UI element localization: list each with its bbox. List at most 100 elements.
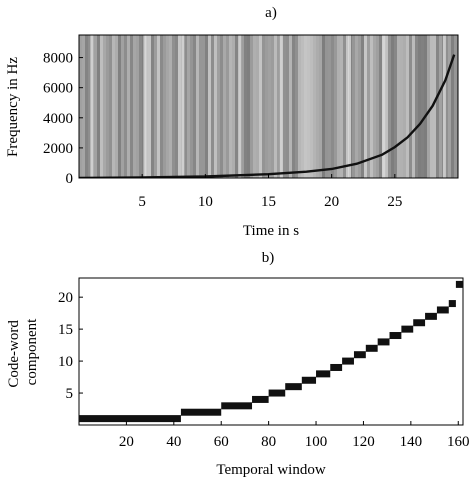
panel-a-xtick-label: 15 (261, 194, 276, 210)
spectrogram-bright-band (181, 35, 185, 178)
spectrogram-band (193, 35, 196, 178)
spectrogram-band (427, 35, 430, 178)
step-segment (389, 332, 402, 340)
step-segment (268, 389, 286, 397)
spectrogram-band (334, 35, 337, 178)
step-segment (221, 402, 253, 410)
step-segment (285, 383, 302, 391)
spectrogram-band (148, 35, 151, 178)
panel-b-ytick-label: 10 (58, 354, 73, 370)
spectrogram-band (229, 35, 232, 178)
step-segment (377, 338, 390, 346)
spectrogram-bright-band (143, 35, 147, 178)
spectrogram-band (88, 35, 91, 178)
spectrogram-chirp-curve (79, 54, 456, 178)
spectrogram-band (256, 35, 259, 178)
step-segment (330, 363, 343, 371)
panel-b-xtick-label: 120 (352, 434, 375, 450)
spectrogram-band (325, 35, 328, 178)
spectrogram-band (103, 35, 106, 178)
spectrogram-band (337, 35, 340, 178)
panel-b-xtick-label: 80 (261, 434, 276, 450)
spectrogram-band (403, 35, 406, 178)
spectrogram-band (313, 35, 316, 178)
spectrogram-band (130, 35, 133, 178)
panel-a-xlabel: Time in s (243, 223, 299, 239)
spectrogram-band (385, 35, 388, 178)
spectrogram-band (412, 35, 415, 178)
spectrogram-band (391, 35, 394, 178)
spectrogram-band (319, 35, 322, 178)
spectrogram-band (277, 35, 280, 178)
panel-b-ytick-label: 5 (66, 386, 74, 402)
panel-b-title: b) (262, 250, 275, 266)
spectrogram-band (241, 35, 244, 178)
spectrogram-band (145, 35, 148, 178)
panel-a-ytick-label: 2000 (43, 141, 73, 157)
spectrogram-band (268, 35, 271, 178)
step-segment (365, 344, 378, 352)
spectrogram-band (106, 35, 109, 178)
panel-a-xtick-label: 20 (324, 194, 339, 210)
step-segment (301, 376, 317, 384)
spectrogram-band (202, 35, 205, 178)
spectrogram-band (418, 35, 421, 178)
spectrogram-band (163, 35, 166, 178)
panel-a-xtick-label: 5 (138, 194, 146, 210)
spectrogram-band (454, 35, 457, 178)
step-segment (79, 415, 181, 423)
spectrogram-band (310, 35, 313, 178)
spectrogram-band (133, 35, 136, 178)
spectrogram-band (352, 35, 355, 178)
spectrogram-band (445, 35, 448, 178)
spectrogram-band (214, 35, 217, 178)
spectrogram-band (283, 35, 286, 178)
spectrogram-band (343, 35, 346, 178)
spectrogram-band (118, 35, 121, 178)
spectrogram-band (286, 35, 289, 178)
spectrogram-band (367, 35, 370, 178)
spectrogram-band (397, 35, 400, 178)
spectrogram-band (415, 35, 418, 178)
spectrogram-band (304, 35, 307, 178)
spectrogram-bright-band (90, 35, 94, 178)
spectrogram-band (271, 35, 274, 178)
panel-a-ytick-label: 8000 (43, 51, 73, 67)
panel-b-ticks: 20 40 60 80 100 120 140 160 5 10 15 20 (58, 290, 470, 450)
spectrogram-band (232, 35, 235, 178)
spectrogram-band (187, 35, 190, 178)
spectrogram-band (436, 35, 439, 178)
spectrogram-band (199, 35, 202, 178)
panel-b-xtick-label: 60 (214, 434, 229, 450)
step-segment (455, 280, 463, 288)
spectrogram-band (109, 35, 112, 178)
panel-b-xtick-label: 140 (400, 434, 423, 450)
panel-b-ylabel: Code-word component (6, 316, 40, 387)
spectrogram-band (259, 35, 262, 178)
spectrogram-bright-band (442, 35, 446, 178)
spectrogram-band (124, 35, 127, 178)
spectrogram-band (409, 35, 412, 178)
spectrogram-band (100, 35, 103, 178)
spectrogram-band (115, 35, 118, 178)
spectrogram-band (370, 35, 373, 178)
spectrogram-band (190, 35, 193, 178)
spectrogram-band (331, 35, 334, 178)
spectrogram-band (433, 35, 436, 178)
spectrogram-band (295, 35, 298, 178)
spectrogram-band (235, 35, 238, 178)
panel-b: b) 20 40 60 80 100 120 140 160 5 10 15 20 Temporal … (6, 250, 470, 478)
spectrogram-band (136, 35, 139, 178)
spectrogram-bright-band (348, 35, 352, 178)
panel-b-frame (78, 277, 464, 426)
spectrogram-band (253, 35, 256, 178)
spectrogram-band (151, 35, 154, 178)
panel-b-xtick-label: 160 (447, 434, 470, 450)
spectrogram-band (262, 35, 265, 178)
step-segment (353, 351, 366, 359)
spectrogram-band (364, 35, 367, 178)
spectrogram-band (289, 35, 292, 178)
spectrogram-band (388, 35, 391, 178)
